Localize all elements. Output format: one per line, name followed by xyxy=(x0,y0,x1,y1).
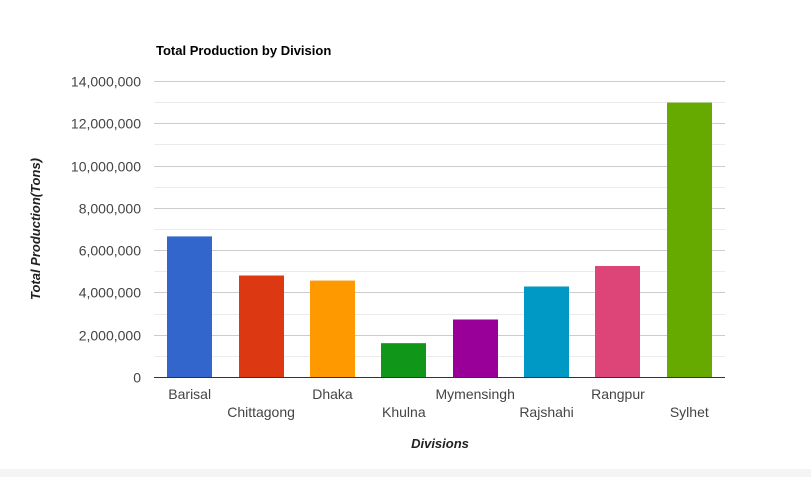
chart-title: Total Production by Division xyxy=(156,43,331,58)
x-axis-labels: BarisalChittagongDhakaKhulnaMymensinghRa… xyxy=(168,386,709,420)
bar-chittagong[interactable] xyxy=(239,275,284,377)
x-tick-label: Rajshahi xyxy=(519,404,573,420)
y-tick-label: 10,000,000 xyxy=(71,159,141,175)
bar-mymensingh[interactable] xyxy=(453,319,498,377)
y-tick-label: 8,000,000 xyxy=(79,201,141,217)
x-axis-title: Divisions xyxy=(411,436,469,451)
bar-dhaka[interactable] xyxy=(310,280,355,377)
x-tick-label: Dhaka xyxy=(312,386,353,402)
bar-barisal[interactable] xyxy=(167,236,212,377)
x-tick-label: Mymensingh xyxy=(436,386,515,402)
bar-rangpur[interactable] xyxy=(595,266,640,377)
x-tick-label: Rangpur xyxy=(591,386,645,402)
gridlines xyxy=(154,81,725,357)
x-tick-label: Khulna xyxy=(382,404,426,420)
x-tick-label: Sylhet xyxy=(670,404,709,420)
y-axis-ticks: 0 2,000,000 4,000,000 6,000,000 8,000,000 10,… xyxy=(71,74,141,386)
page-footer-strip xyxy=(0,469,811,477)
x-tick-label: Chittagong xyxy=(227,404,295,420)
x-tick-label: Barisal xyxy=(168,386,211,402)
bar-sylhet[interactable] xyxy=(667,102,712,378)
y-tick-label: 0 xyxy=(133,370,141,386)
y-tick-label: 14,000,000 xyxy=(71,74,141,90)
bar-rajshahi[interactable] xyxy=(524,286,569,377)
y-tick-label: 6,000,000 xyxy=(79,243,141,259)
bars xyxy=(167,102,712,378)
bar-khulna[interactable] xyxy=(381,343,426,377)
y-tick-label: 4,000,000 xyxy=(79,285,141,301)
y-tick-label: 2,000,000 xyxy=(79,328,141,344)
y-tick-label: 12,000,000 xyxy=(71,116,141,132)
y-axis-title: Total Production(Tons) xyxy=(28,158,43,300)
